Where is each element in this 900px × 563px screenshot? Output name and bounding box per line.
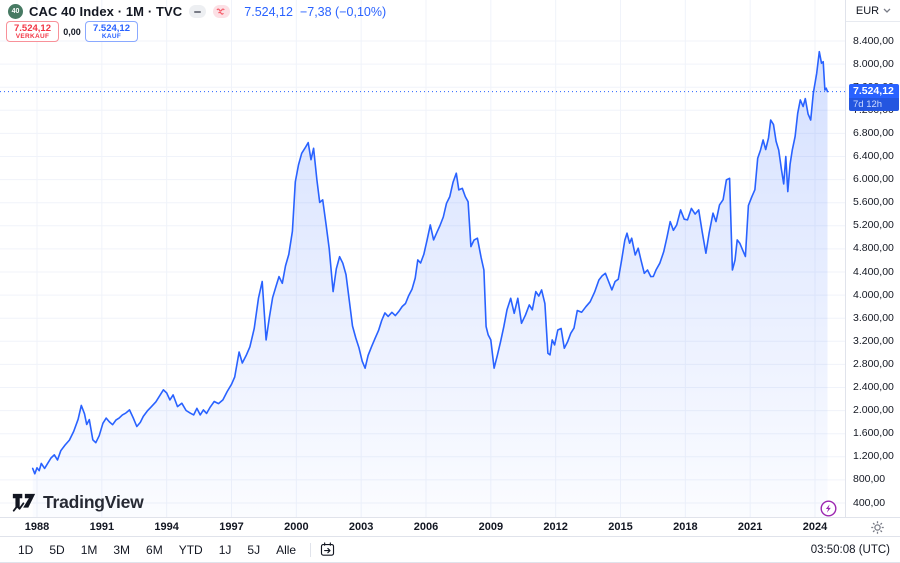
last-price-value: 7.524,12 (853, 84, 894, 97)
last-price-badge: 7.524,12 7d 12h (849, 83, 899, 111)
range-button-ytd[interactable]: YTD (178, 542, 203, 557)
range-button-3m[interactable]: 3M (113, 542, 131, 557)
year-tick-label: 2003 (348, 521, 374, 533)
market-closed-icon[interactable] (213, 5, 231, 18)
buy-price: 7.524,12 (93, 23, 130, 34)
price-tick-label: 8.000,00 (853, 57, 894, 70)
price-axis[interactable]: EUR 8.400,008.000,007.600,007.200,006.80… (845, 0, 900, 517)
price-tick-label: 6.000,00 (853, 173, 894, 186)
sell-label: VERKAUF (15, 33, 50, 40)
year-tick-label: 1991 (89, 521, 115, 533)
buy-label: KAUF (101, 33, 122, 40)
symbol-title[interactable]: CAC 40 Index · 1M · TVC (29, 4, 183, 19)
year-tick-label: 2021 (737, 521, 763, 533)
year-tick-label: 2006 (413, 521, 439, 533)
calendar-icon[interactable] (317, 540, 337, 560)
price-tick-label: 6.400,00 (853, 150, 894, 162)
quote: 7.524,12 −7,38 (−0,10%) (244, 5, 386, 19)
bottom-toolbar: 1D 5D 1M 3M 6M YTD 1J 5J Alle 03:50:08 (UTC) (0, 536, 900, 563)
time-axis[interactable]: 1988 1991 1994 1997 2000 2003 2006 2009 2012 2015… (0, 517, 900, 536)
price-tick-label: 4.800,00 (853, 242, 894, 255)
sell-button[interactable]: 7.524,12 VERKAUF (6, 21, 59, 42)
price-tick-label: 5.600,00 (853, 196, 894, 209)
bar-countdown: 7d 12h (849, 97, 899, 111)
quote-last: 7.524,12 (244, 4, 293, 19)
range-button-5d[interactable]: 5D (49, 542, 65, 557)
gear-icon[interactable] (870, 520, 885, 535)
tradingview-logo-icon (12, 493, 36, 512)
price-tick-label: 6.800,00 (853, 126, 894, 139)
lightning-icon[interactable] (820, 500, 837, 517)
price-tick-label: 400,00 (853, 496, 886, 509)
currency-label: EUR (855, 4, 880, 17)
year-tick-label: 2012 (543, 521, 568, 533)
price-tick-label: 2.000,00 (853, 404, 894, 417)
buy-button[interactable]: 7.524,12 KAUF (85, 21, 138, 42)
price-tick-label: 8.400,00 (853, 34, 894, 47)
tradingview-watermark: TradingView (12, 492, 144, 513)
price-tick-label: 800,00 (853, 473, 886, 486)
currency-selector[interactable]: EUR (846, 0, 900, 22)
symbol-logo: 40 (8, 4, 23, 19)
price-tick-label: 3.600,00 (853, 311, 894, 324)
price-tick-label: 1.200,00 (853, 450, 894, 463)
range-button-1d[interactable]: 1D (18, 542, 34, 557)
toolbar-divider (310, 542, 312, 557)
symbol-legend: 40 CAC 40 Index · 1M · TVC 7.524,12 −7,3… (8, 3, 386, 20)
quote-change: −7,38 (−0,10%) (299, 4, 387, 19)
year-tick-label: 1994 (154, 521, 179, 533)
range-button-alle[interactable]: Alle (276, 542, 297, 557)
price-tick-label: 4.000,00 (853, 288, 894, 301)
chevron-down-icon (883, 8, 891, 13)
year-tick-label: 2024 (802, 521, 828, 533)
price-tick-label: 5.200,00 (853, 219, 894, 232)
range-switcher: 1D 5D 1M 3M 6M YTD 1J 5J Alle (10, 541, 304, 559)
watermark-text: TradingView (43, 492, 144, 512)
year-tick-label: 2009 (478, 521, 504, 533)
range-button-6m[interactable]: 6M (146, 542, 163, 557)
year-tick-label: 2000 (284, 521, 309, 533)
year-tick-label: 1997 (219, 521, 244, 533)
chart-canvas[interactable] (0, 0, 845, 517)
range-button-1j[interactable]: 1J (218, 542, 232, 557)
clock: 03:50:08 (UTC) (810, 543, 890, 556)
price-tick-label: 4.400,00 (853, 265, 894, 278)
price-tick-label: 3.200,00 (853, 334, 894, 347)
spread-value: 0,00 (63, 26, 81, 37)
range-button-5j[interactable]: 5J (247, 542, 261, 557)
price-tick-label: 2.400,00 (853, 381, 894, 393)
sell-price: 7.524,12 (14, 23, 51, 34)
hide-indicator-icon[interactable] (189, 5, 207, 18)
year-tick-label: 2018 (673, 521, 698, 533)
year-tick-label: 2015 (608, 521, 633, 533)
price-tick-label: 1.600,00 (853, 427, 894, 440)
range-button-1m[interactable]: 1M (80, 542, 98, 557)
order-panel: 7.524,12 VERKAUF 0,00 7.524,12 KAUF (6, 21, 138, 42)
year-tick-label: 1988 (24, 521, 50, 533)
price-tick-label: 2.800,00 (853, 357, 894, 370)
